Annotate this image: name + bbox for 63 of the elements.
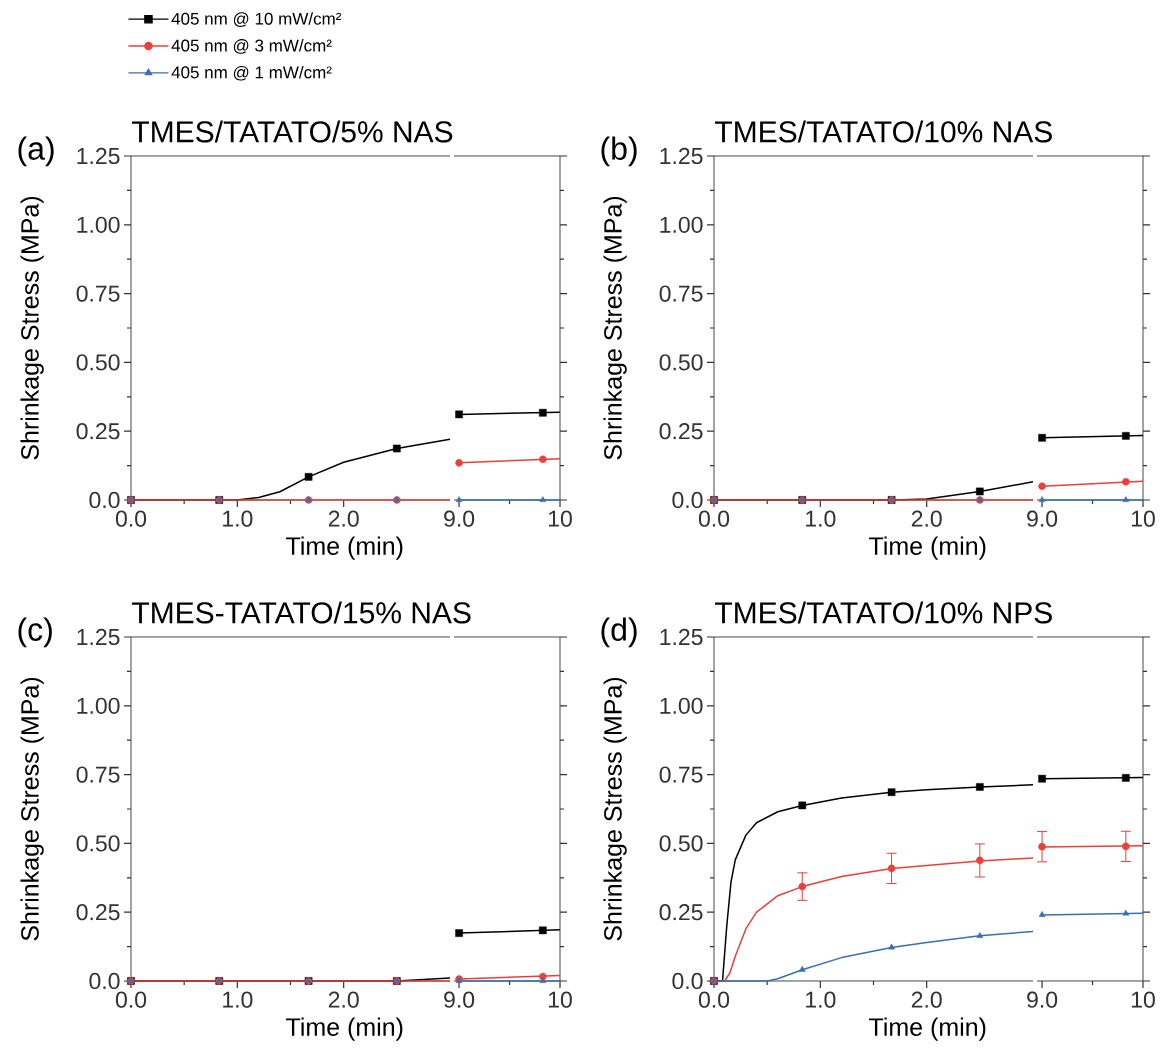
- x-axis-title: Time (min): [869, 536, 986, 560]
- x-tick-label: 10: [1131, 510, 1155, 527]
- y-tick-label: 0.25: [659, 904, 703, 921]
- chart-title: TMES/TATATO/5% NAS: [132, 120, 453, 143]
- y-tick-label: 0.75: [659, 285, 703, 302]
- y-tick-label: 1.00: [660, 216, 703, 233]
- x-tick-label: 9.0: [444, 991, 475, 1008]
- y-tick-label: 0.25: [76, 423, 120, 440]
- y-tick-label: 0.0: [672, 491, 703, 509]
- y-axis-title: Shrinkage Stress (MPa): [20, 196, 44, 460]
- y-tick-label: 1.25: [660, 628, 703, 646]
- y-tick-label: 1.00: [660, 697, 703, 714]
- x-tick-label: 9.0: [1027, 991, 1058, 1008]
- x-tick-label: 10: [1131, 991, 1155, 1008]
- x-tick-label: 1.0: [223, 510, 253, 527]
- y-tick-label: 1.25: [77, 628, 120, 646]
- text: (c): [18, 617, 52, 648]
- x-tick-label: 1.0: [223, 991, 253, 1008]
- x-tick-label: 2.0: [328, 510, 359, 527]
- chart-title: TMES-TATATO/15% NAS: [132, 601, 471, 624]
- y-tick-label: 0.75: [76, 766, 120, 783]
- y-tick-label: 0.50: [76, 835, 120, 852]
- x-tick-label: 9.0: [1027, 510, 1058, 527]
- x-tick-label: 9.0: [444, 510, 475, 527]
- y-tick-label: 0.0: [672, 972, 703, 990]
- y-axis-title: Shrinkage Stress (MPa): [603, 196, 627, 460]
- y-tick-label: 1.25: [77, 147, 120, 165]
- chart-title: TMES/TATATO/10% NAS: [715, 120, 1052, 143]
- y-tick-label: 1.00: [77, 697, 120, 714]
- legend-label: 405 nm @ 1 mW/cm²: [171, 65, 332, 81]
- x-axis-title: Time (min): [869, 1017, 986, 1041]
- y-tick-label: 0.25: [659, 423, 703, 440]
- y-tick-label: 0.50: [659, 835, 703, 852]
- chart-title: TMES/TATATO/10% NPS: [715, 601, 1052, 624]
- x-tick-label: 0.0: [115, 510, 147, 527]
- legend-label: 405 nm @ 10 mW/cm²: [171, 12, 342, 27]
- x-axis-title: Time (min): [286, 1017, 403, 1041]
- y-axis-title: Shrinkage Stress (MPa): [20, 677, 44, 941]
- y-tick-label: 1.00: [77, 216, 120, 233]
- x-tick-label: 1.0: [806, 991, 836, 1008]
- y-tick-label: 0.0: [89, 972, 120, 990]
- text: (d): [601, 617, 637, 648]
- legend-label: 405 nm @ 3 mW/cm²: [171, 39, 332, 54]
- y-tick-label: 0.25: [76, 904, 120, 921]
- y-tick-label: 0.0: [89, 491, 120, 509]
- x-tick-label: 1.0: [806, 510, 836, 527]
- x-tick-label: 0.0: [698, 991, 730, 1008]
- x-axis-title: Time (min): [286, 536, 403, 560]
- y-axis-title: Shrinkage Stress (MPa): [603, 677, 627, 941]
- x-tick-label: 0.0: [698, 510, 730, 527]
- x-tick-label: 10: [548, 510, 572, 527]
- x-tick-label: 2.0: [911, 510, 942, 527]
- y-tick-label: 0.75: [659, 766, 703, 783]
- x-tick-label: 10: [548, 991, 572, 1008]
- x-tick-label: 2.0: [328, 991, 359, 1008]
- y-tick-label: 0.50: [76, 354, 120, 371]
- y-tick-label: 1.25: [660, 147, 703, 165]
- text: (a): [18, 136, 54, 167]
- text: (b): [601, 136, 637, 167]
- y-tick-label: 0.50: [659, 354, 703, 371]
- x-tick-label: 0.0: [115, 991, 147, 1008]
- x-tick-label: 2.0: [911, 991, 942, 1008]
- y-tick-label: 0.75: [76, 285, 120, 302]
